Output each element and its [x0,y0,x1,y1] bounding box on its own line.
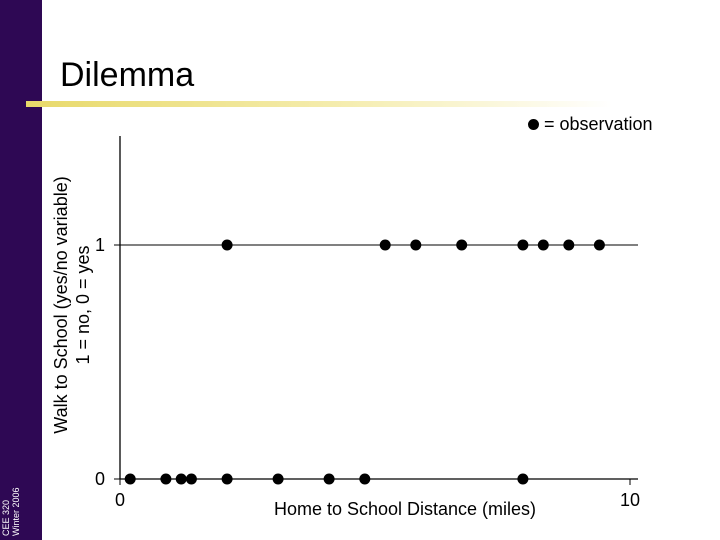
data-point-7 [359,473,371,485]
data-point-4 [221,473,233,485]
legend-marker [528,119,539,130]
data-point-13 [517,239,529,251]
data-point-16 [593,239,605,251]
y-tick-label-1: 1 [95,235,105,255]
data-point-11 [410,239,422,251]
data-point-9 [221,239,233,251]
legend-label: = observation [544,114,653,134]
sidebar-band: CEE 320 Winter 2006 [0,0,42,540]
x-tick-label-1: 10 [620,490,640,510]
data-point-12 [456,239,468,251]
data-point-8 [517,473,529,485]
data-point-3 [185,473,197,485]
chart-legend: = observation [528,114,653,135]
data-point-10 [379,239,391,251]
data-point-0 [124,473,136,485]
y-tick-label-0: 0 [95,469,105,489]
data-point-14 [537,239,549,251]
chart-points [124,239,605,485]
chart-tick-labels: 0 10 0 1 [95,235,640,510]
data-point-2 [175,473,187,485]
data-point-5 [272,473,284,485]
x-tick-label-0: 0 [115,490,125,510]
data-point-1 [160,473,172,485]
chart-axes [114,136,638,485]
data-point-15 [563,239,575,251]
x-axis-label: Home to School Distance (miles) [274,499,536,519]
slide-title: Dilemma [60,56,195,94]
title-underline [26,101,612,107]
data-point-6 [323,473,335,485]
